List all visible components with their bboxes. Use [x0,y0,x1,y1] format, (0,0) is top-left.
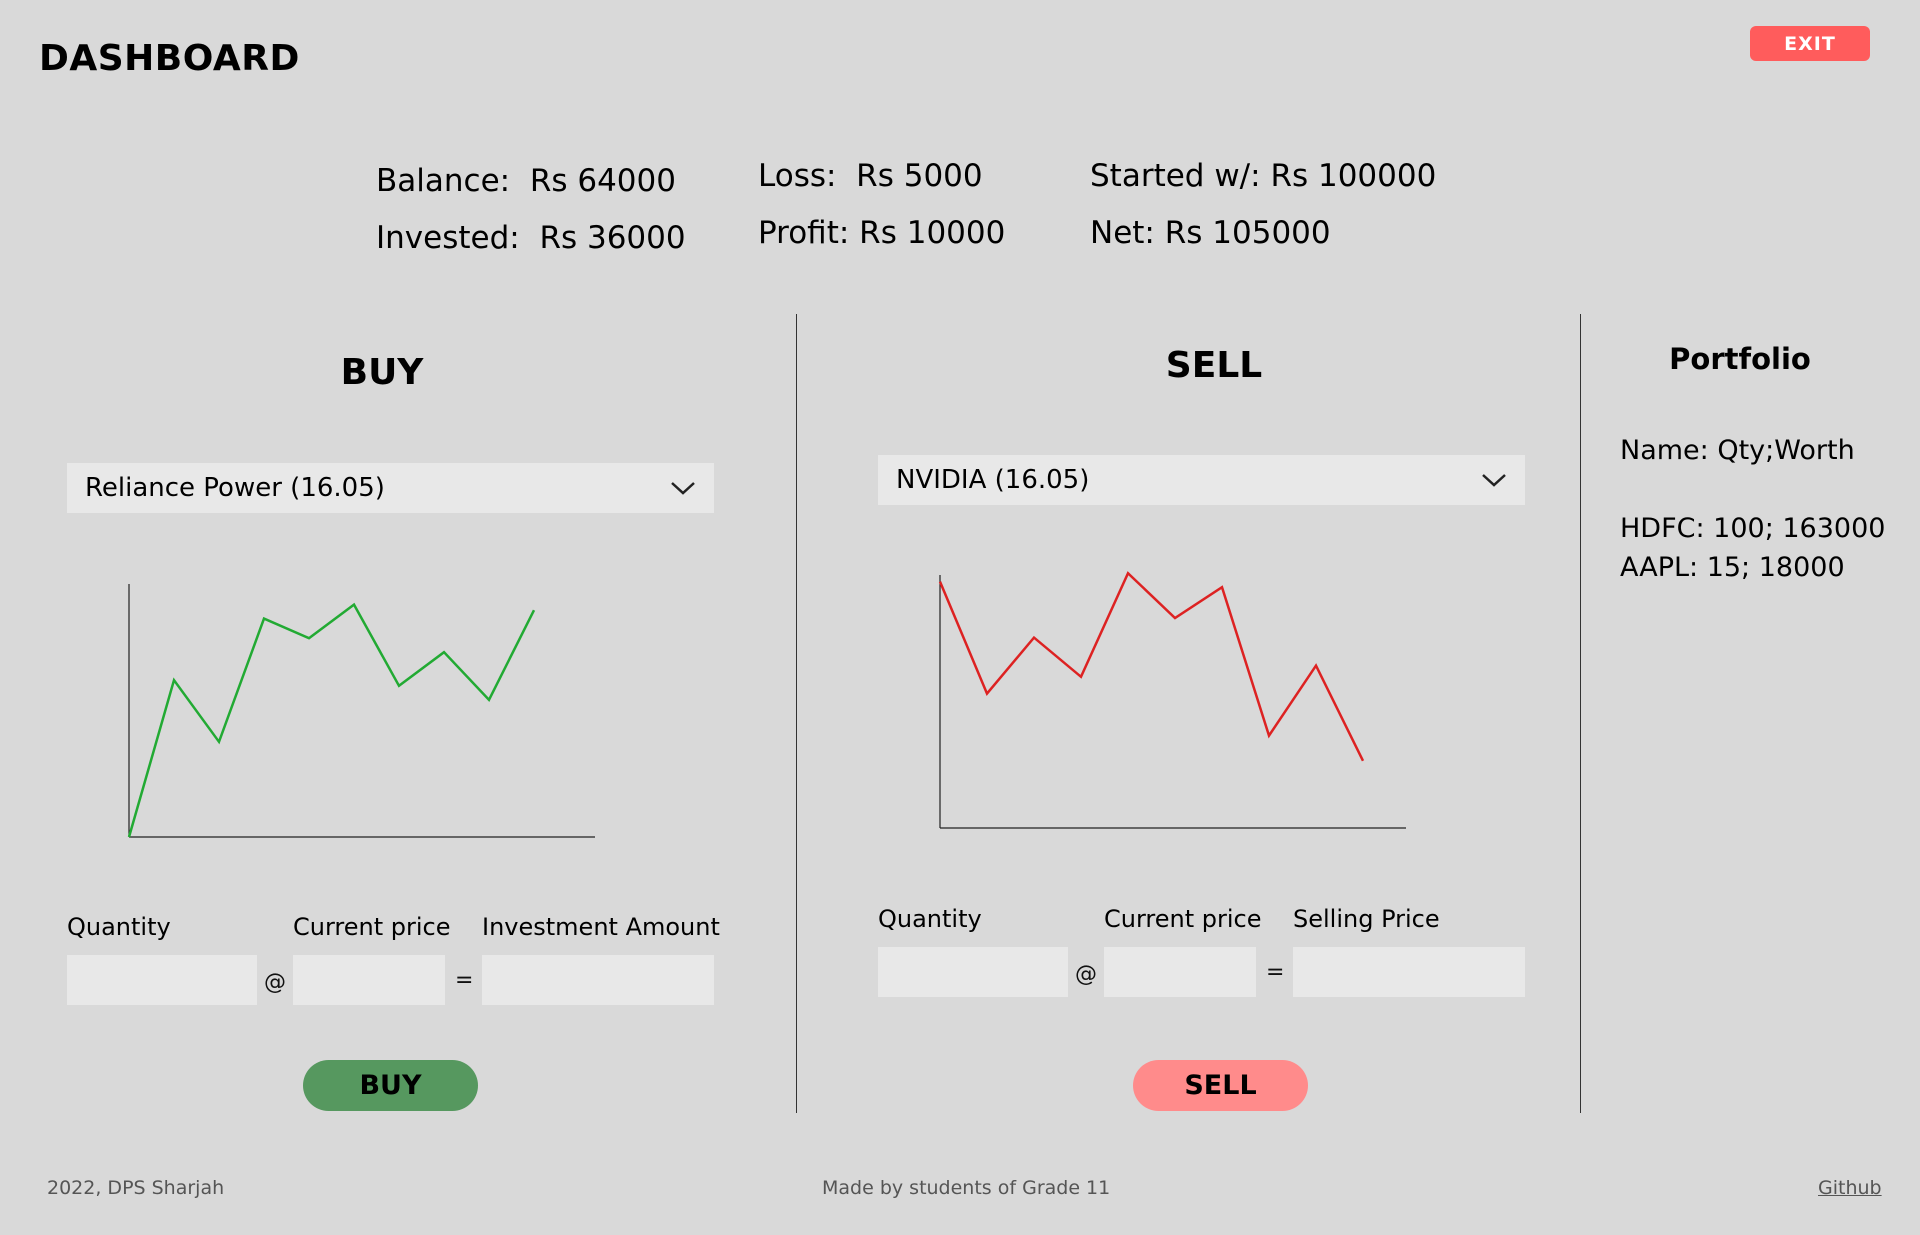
balance-stat: Balance: Rs 64000 [376,166,676,197]
sell-price-chart [938,571,1406,829]
footer-credits: Made by students of Grade 11 [822,1177,1111,1199]
net-value: Rs 105000 [1164,215,1331,251]
buy-price-line [127,602,536,838]
invested-stat: Invested: Rs 36000 [376,223,686,254]
started-stat: Started w/: Rs 100000 [1090,161,1436,192]
buy-equals-symbol: = [455,968,474,993]
profit-stat: Profit: Rs 10000 [758,218,1005,249]
sell-portfolio-divider [1580,314,1581,1113]
buy-heading: BUY [340,352,424,393]
buy-sell-divider [796,314,797,1113]
buy-quantity-input[interactable] [67,955,257,1005]
invested-value: Rs 36000 [539,220,686,256]
chevron-down-icon [1482,474,1506,487]
loss-label: Loss: [758,158,837,194]
net-label: Net: [1090,215,1155,251]
profit-label: Profit: [758,215,850,251]
balance-value: Rs 64000 [529,163,676,199]
sell-amount-input[interactable] [1293,947,1525,997]
sell-button[interactable]: SELL [1133,1060,1308,1111]
sell-at-symbol: @ [1075,962,1097,987]
buy-button[interactable]: BUY [303,1060,478,1111]
buy-at-symbol: @ [264,970,286,995]
net-stat: Net: Rs 105000 [1090,218,1331,249]
sell-heading: SELL [1165,345,1263,386]
chevron-down-icon [671,482,695,495]
sell-price-input[interactable] [1104,947,1256,997]
portfolio-heading: Portfolio [1669,342,1811,376]
invested-label: Invested: [376,220,520,256]
sell-price-label: Current price [1104,905,1262,933]
buy-stock-selected: Reliance Power (16.05) [85,473,385,503]
profit-value: Rs 10000 [859,215,1006,251]
portfolio-item: HDFC: 100; 163000 [1620,513,1886,544]
portfolio-item: AAPL: 15; 18000 [1620,552,1845,583]
buy-price-input[interactable] [293,955,445,1005]
balance-label: Balance: [376,163,511,199]
sell-stock-select[interactable]: NVIDIA (16.05) [878,455,1525,505]
buy-amount-label: Investment Amount [482,913,720,941]
portfolio-column-header: Name: Qty;Worth [1620,435,1855,466]
sell-amount-label: Selling Price [1293,905,1440,933]
sell-quantity-label: Quantity [878,905,982,933]
footer-copyright: 2022, DPS Sharjah [47,1177,225,1199]
started-label: Started w/: [1090,158,1261,194]
loss-stat: Loss: Rs 5000 [758,161,983,192]
buy-price-label: Current price [293,913,451,941]
sell-price-line [938,571,1365,762]
buy-amount-input[interactable] [482,955,714,1005]
sell-stock-selected: NVIDIA (16.05) [896,465,1090,495]
started-value: Rs 100000 [1270,158,1437,194]
buy-price-chart [127,584,595,838]
exit-button[interactable]: EXIT [1750,26,1870,61]
github-link[interactable]: Github [1818,1177,1882,1199]
sell-equals-symbol: = [1266,960,1285,985]
loss-value: Rs 5000 [856,158,983,194]
buy-quantity-label: Quantity [67,913,171,941]
buy-stock-select[interactable]: Reliance Power (16.05) [67,463,714,513]
sell-quantity-input[interactable] [878,947,1068,997]
page-title: DASHBOARD [39,38,300,79]
